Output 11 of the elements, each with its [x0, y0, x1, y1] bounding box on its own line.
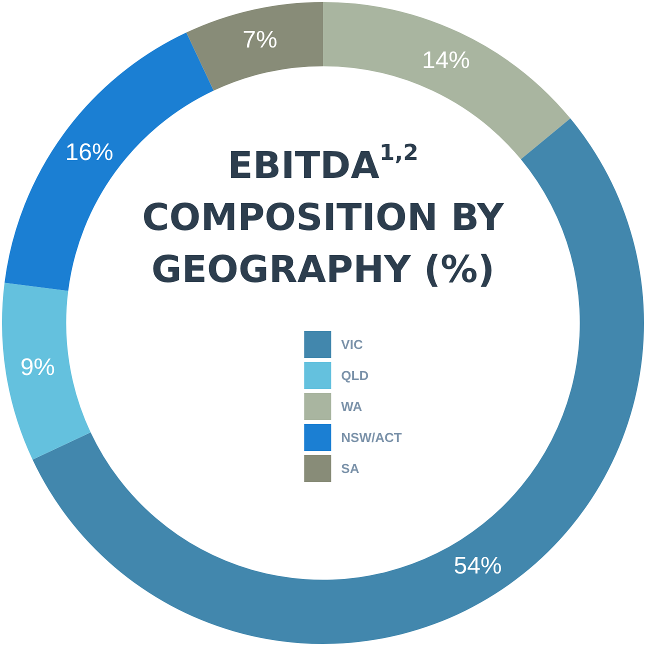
data-label: 16% [65, 138, 114, 166]
legend-label: VIC [341, 337, 363, 352]
legend-label: SA [341, 461, 360, 476]
data-label: 9% [20, 354, 55, 381]
legend-label: NSW/ACT [341, 430, 402, 445]
data-label: 14% [422, 47, 470, 74]
data-label: 54% [454, 552, 502, 580]
chart-title: EBITDA$^{1,2}$ COMPOSITION BY GEOGRAPHY (%) [142, 141, 504, 291]
legend-label: QLD [341, 368, 369, 383]
data-label: 7% [242, 26, 278, 54]
legend-label: WA [341, 399, 362, 414]
